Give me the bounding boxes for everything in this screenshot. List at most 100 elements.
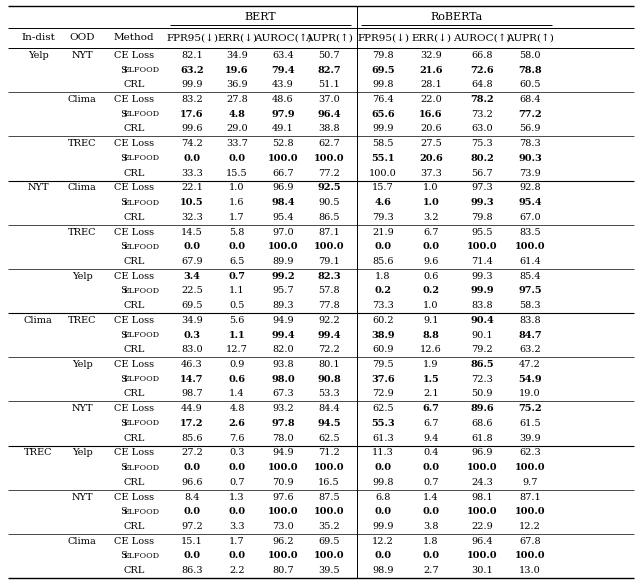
Text: CRL: CRL	[124, 345, 145, 355]
Text: S: S	[120, 154, 127, 163]
Text: CRL: CRL	[124, 257, 145, 266]
Text: 90.8: 90.8	[317, 375, 341, 384]
Text: 89.3: 89.3	[272, 301, 294, 310]
Text: 44.9: 44.9	[181, 404, 203, 413]
Text: 86.5: 86.5	[470, 360, 494, 369]
Text: 1.5: 1.5	[422, 375, 440, 384]
Text: 0.5: 0.5	[229, 301, 244, 310]
Text: OOD: OOD	[69, 34, 95, 42]
Text: 6.5: 6.5	[229, 257, 244, 266]
Text: CE Loss: CE Loss	[114, 95, 154, 104]
Text: 32.9: 32.9	[420, 51, 442, 60]
Text: FPR95(↓): FPR95(↓)	[357, 34, 409, 42]
Text: 90.4: 90.4	[470, 316, 494, 325]
Text: 11.3: 11.3	[372, 449, 394, 457]
Text: 100.0: 100.0	[314, 552, 344, 560]
Text: 1.3: 1.3	[229, 493, 245, 502]
Text: 22.9: 22.9	[471, 522, 493, 531]
Text: 2.2: 2.2	[229, 566, 245, 575]
Text: S: S	[120, 198, 127, 207]
Text: 85.4: 85.4	[519, 272, 541, 280]
Text: 63.0: 63.0	[471, 125, 493, 133]
Text: 0.3: 0.3	[229, 449, 244, 457]
Text: 15.5: 15.5	[226, 169, 248, 178]
Text: 94.9: 94.9	[272, 449, 294, 457]
Text: 79.5: 79.5	[372, 360, 394, 369]
Text: 14.5: 14.5	[181, 228, 203, 236]
Text: 95.4: 95.4	[272, 213, 294, 222]
Text: 27.8: 27.8	[226, 95, 248, 104]
Text: ELFOOD: ELFOOD	[124, 552, 160, 560]
Text: 38.9: 38.9	[371, 330, 395, 340]
Text: CE Loss: CE Loss	[114, 139, 154, 148]
Text: 50.9: 50.9	[471, 389, 493, 399]
Text: 92.2: 92.2	[318, 316, 340, 325]
Text: 0.0: 0.0	[422, 242, 440, 251]
Text: 0.0: 0.0	[228, 463, 246, 472]
Text: 22.0: 22.0	[420, 95, 442, 104]
Text: 3.4: 3.4	[184, 272, 200, 280]
Text: 94.5: 94.5	[317, 419, 341, 428]
Text: ELFOOD: ELFOOD	[124, 199, 160, 206]
Text: 100.0: 100.0	[314, 507, 344, 516]
Text: 66.7: 66.7	[272, 169, 294, 178]
Text: 69.5: 69.5	[371, 66, 395, 75]
Text: 95.7: 95.7	[272, 286, 294, 295]
Text: 86.3: 86.3	[181, 566, 203, 575]
Text: 34.9: 34.9	[181, 316, 203, 325]
Text: CE Loss: CE Loss	[114, 404, 154, 413]
Text: 97.2: 97.2	[181, 522, 203, 531]
Text: 77.2: 77.2	[318, 169, 340, 178]
Text: S: S	[120, 419, 127, 428]
Text: 0.0: 0.0	[184, 552, 200, 560]
Text: 3.3: 3.3	[229, 522, 245, 531]
Text: 100.0: 100.0	[467, 463, 497, 472]
Text: 99.2: 99.2	[271, 272, 295, 280]
Text: 15.7: 15.7	[372, 183, 394, 192]
Text: 0.0: 0.0	[374, 242, 392, 251]
Text: 5.6: 5.6	[229, 316, 244, 325]
Text: 92.8: 92.8	[519, 183, 541, 192]
Text: 22.1: 22.1	[181, 183, 203, 192]
Text: 57.8: 57.8	[318, 286, 340, 295]
Text: 0.0: 0.0	[228, 552, 246, 560]
Text: 99.6: 99.6	[181, 125, 203, 133]
Text: CE Loss: CE Loss	[114, 183, 154, 192]
Text: CRL: CRL	[124, 389, 145, 399]
Text: Clima: Clima	[68, 95, 97, 104]
Text: 100.0: 100.0	[515, 552, 545, 560]
Text: 61.8: 61.8	[471, 433, 493, 443]
Text: 93.8: 93.8	[272, 360, 294, 369]
Text: 12.2: 12.2	[372, 537, 394, 546]
Text: 83.0: 83.0	[181, 345, 203, 355]
Text: 0.0: 0.0	[422, 463, 440, 472]
Text: FPR95(↓): FPR95(↓)	[166, 34, 218, 42]
Text: ELFOOD: ELFOOD	[124, 287, 160, 295]
Text: 58.3: 58.3	[519, 301, 541, 310]
Text: 17.2: 17.2	[180, 419, 204, 428]
Text: 95.5: 95.5	[471, 228, 493, 236]
Text: 72.2: 72.2	[318, 345, 340, 355]
Text: CE Loss: CE Loss	[114, 316, 154, 325]
Text: 98.7: 98.7	[181, 389, 203, 399]
Text: 46.3: 46.3	[181, 360, 203, 369]
Text: 96.6: 96.6	[181, 478, 203, 487]
Text: 90.5: 90.5	[318, 198, 340, 207]
Text: 100.0: 100.0	[268, 507, 298, 516]
Text: 9.7: 9.7	[522, 478, 538, 487]
Text: 15.1: 15.1	[181, 537, 203, 546]
Text: CRL: CRL	[124, 125, 145, 133]
Text: 12.6: 12.6	[420, 345, 442, 355]
Text: 99.9: 99.9	[181, 81, 203, 89]
Text: 77.2: 77.2	[518, 110, 542, 119]
Text: NYT: NYT	[27, 183, 49, 192]
Text: 72.3: 72.3	[471, 375, 493, 384]
Text: 49.1: 49.1	[272, 125, 294, 133]
Text: 1.1: 1.1	[228, 330, 245, 340]
Text: 16.6: 16.6	[419, 110, 443, 119]
Text: 94.9: 94.9	[272, 316, 294, 325]
Text: 90.3: 90.3	[518, 154, 542, 163]
Text: 9.4: 9.4	[423, 433, 439, 443]
Text: 2.6: 2.6	[228, 419, 245, 428]
Text: 0.0: 0.0	[228, 242, 246, 251]
